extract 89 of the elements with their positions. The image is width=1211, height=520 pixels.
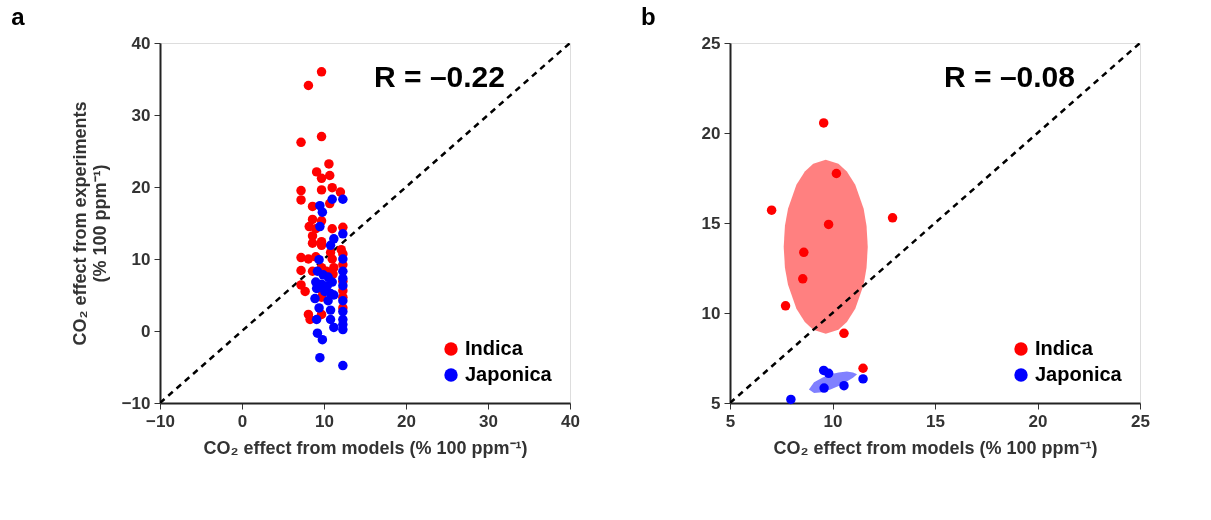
y-tick-label: 20 [701,123,721,143]
point [325,314,336,325]
y-axis-title: CO₂ effect from experiments (% 100 ppm⁻¹) [69,101,110,346]
point [329,322,339,333]
point [317,334,328,345]
point [327,224,337,234]
legend-label: Japonica [1035,363,1123,385]
x-tick-label: 0 [237,411,248,431]
chart-title: b [641,3,656,30]
x-tick-label: 10 [823,411,843,431]
point [310,293,320,304]
point [887,213,898,223]
point [780,301,791,311]
point [327,182,337,193]
x-tick-label: −10 [146,411,175,431]
point [316,185,327,195]
y-tick-label: 5 [711,393,721,413]
point [312,328,323,338]
point [307,214,318,225]
legend-label: Indica [1035,337,1094,359]
point [307,238,318,248]
point [858,363,868,373]
point [327,277,337,287]
annotation: R = –0.08 [944,60,1075,93]
point [296,185,306,196]
point [296,137,306,148]
x-tick-label: 10 [315,411,334,431]
point [316,131,327,142]
point [303,254,314,264]
x-tick-label: 25 [1131,411,1150,431]
point [316,67,327,77]
point [311,167,322,177]
point [314,303,324,313]
point [823,219,834,230]
point [316,173,327,184]
point [327,254,337,264]
point [823,368,834,379]
legend-label: Indica [465,337,524,359]
x-axis-title: CO₂ effect from models (% 100 ppm⁻¹) [773,437,1098,458]
x-tick-label: 20 [1028,411,1048,431]
x-tick-label: 20 [397,411,416,431]
y-tick-label: 20 [131,177,151,197]
point [858,374,868,384]
point [338,194,348,204]
point [315,221,325,232]
point [338,360,348,371]
point [296,195,306,205]
x-tick-label: 5 [725,411,736,431]
annotation: R = –0.22 [374,60,505,93]
point [324,159,334,169]
point [323,296,333,306]
point [296,265,306,276]
point [338,296,348,306]
point [327,194,337,204]
point [296,280,306,290]
point [798,274,808,284]
y-tick-label: 40 [131,33,151,53]
y-tick-label: −10 [121,393,151,413]
point [325,305,336,315]
x-tick-label: 15 [926,411,945,431]
point [300,286,310,297]
chart-title: a [11,3,26,30]
x-tick-label: 40 [561,411,580,431]
point [303,80,314,91]
point [315,352,325,363]
x-axis-title: CO₂ effect from models (% 100 ppm⁻¹) [203,437,528,458]
y-tick-label: 30 [131,105,151,125]
point [317,207,328,217]
x-tick-label: 30 [479,411,498,431]
point [839,380,849,391]
y-tick-label: 25 [701,33,721,53]
point [325,170,335,181]
legend-label: Japonica [465,363,553,385]
point [819,383,829,393]
point [799,247,809,258]
y-tick-label: 10 [701,303,721,323]
y-tick-label: 10 [131,249,151,269]
point [311,314,322,325]
point [786,394,796,405]
point [839,328,849,339]
point [766,205,777,215]
point [325,240,336,251]
point [831,168,842,179]
point [818,118,829,128]
y-tick-label: 15 [701,213,721,233]
point [335,187,346,197]
point [338,229,348,239]
point [338,254,348,264]
y-tick-label: 0 [141,321,151,341]
